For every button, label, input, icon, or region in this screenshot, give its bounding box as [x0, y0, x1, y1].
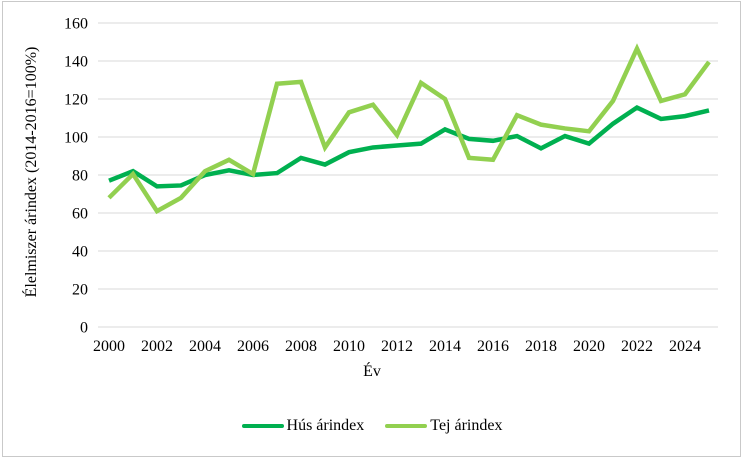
x-tick-label-2020: 2020	[573, 338, 605, 355]
gridlines	[98, 22, 718, 328]
x-tick-label-2006: 2006	[237, 338, 269, 355]
series-lines	[107, 43, 711, 215]
x-tick-label-2004: 2004	[189, 338, 221, 355]
milk-line-swatch	[385, 423, 428, 429]
series-line-milk	[107, 43, 711, 215]
legend: Hús árindex Tej árindex	[0, 417, 744, 435]
meat-line-swatch	[241, 423, 284, 429]
x-tick-label-2018: 2018	[525, 338, 557, 355]
y-tick-label-20: 20	[72, 282, 88, 299]
x-tick-label-2016: 2016	[477, 338, 509, 355]
x-tick-label-2008: 2008	[285, 338, 317, 355]
x-axis-tick-labels: 2000 2002 2004 2006 2008 2010 2012 2014 2016 2018…	[93, 338, 701, 355]
x-tick-label-2022: 2022	[621, 338, 653, 355]
series-line-meat	[108, 104, 710, 189]
y-tick-label-160: 160	[64, 16, 88, 33]
x-tick-label-2014: 2014	[429, 338, 461, 355]
y-tick-label-40: 40	[72, 244, 88, 261]
x-tick-label-2002: 2002	[141, 338, 173, 355]
x-axis-title: Év	[363, 363, 381, 380]
y-tick-label-0: 0	[80, 320, 88, 337]
legend-item-milk: Tej árindex	[385, 417, 502, 435]
legend-label-meat: Hús árindex	[286, 417, 365, 434]
y-tick-label-120: 120	[64, 92, 88, 109]
y-tick-label-100: 100	[64, 130, 88, 147]
legend-label-milk: Tej árindex	[430, 417, 503, 434]
legend-item-meat: Hús árindex	[241, 417, 365, 435]
y-tick-label-80: 80	[72, 168, 88, 185]
x-tick-label-2000: 2000	[93, 338, 125, 355]
x-tick-label-2012: 2012	[381, 338, 413, 355]
y-axis-tick-labels: 0 20 40 60 80 100 120 140 160	[64, 16, 88, 337]
y-tick-label-140: 140	[64, 54, 88, 71]
y-tick-label-60: 60	[72, 206, 88, 223]
x-tick-label-2010: 2010	[333, 338, 365, 355]
y-axis-title: Élelmiszer árindex (2014-2016=100%)	[23, 46, 40, 298]
x-tick-label-2024: 2024	[669, 338, 701, 355]
